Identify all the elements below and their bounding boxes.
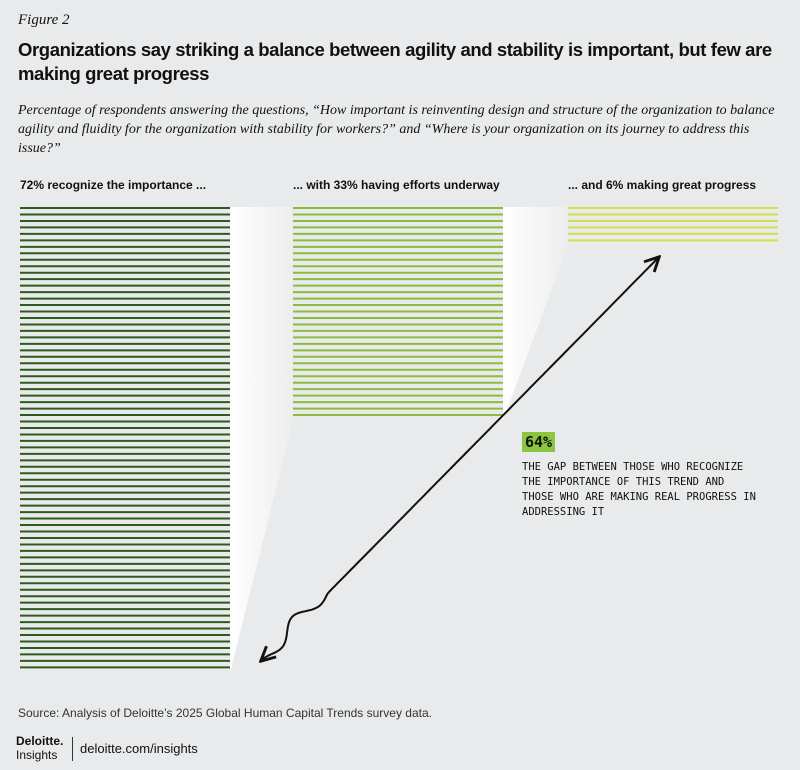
annotation: 64% THE GAP BETWEEN THOSE WHO RECOGNIZE T… [522,432,762,520]
url: deloitte.com/insights [80,741,198,756]
subtitle: Percentage of respondents answering the … [18,103,775,156]
title: Organizations say striking a balance bet… [18,39,772,84]
source: Source: Analysis of Deloitte’s 2025 Glob… [18,706,432,720]
separator [72,737,73,761]
category-label: ... and 6% making great progress [568,178,757,192]
annotation-value: 64% [522,432,556,452]
shadow [503,207,568,421]
figure-label: Figure 2 [18,12,70,28]
category-label: 72% recognize the importance ... [20,178,207,192]
bar [293,207,503,417]
shadow [230,207,293,673]
wavy-arrow [262,258,658,660]
brand-sub: Insights [16,748,58,762]
bar [20,207,230,669]
brand: Deloitte. [16,734,64,748]
category-label: ... with 33% having efforts underway [293,178,500,192]
annotation-text: THE GAP BETWEEN THOSE WHO RECOGNIZE THE … [522,461,756,518]
bar [568,207,778,242]
